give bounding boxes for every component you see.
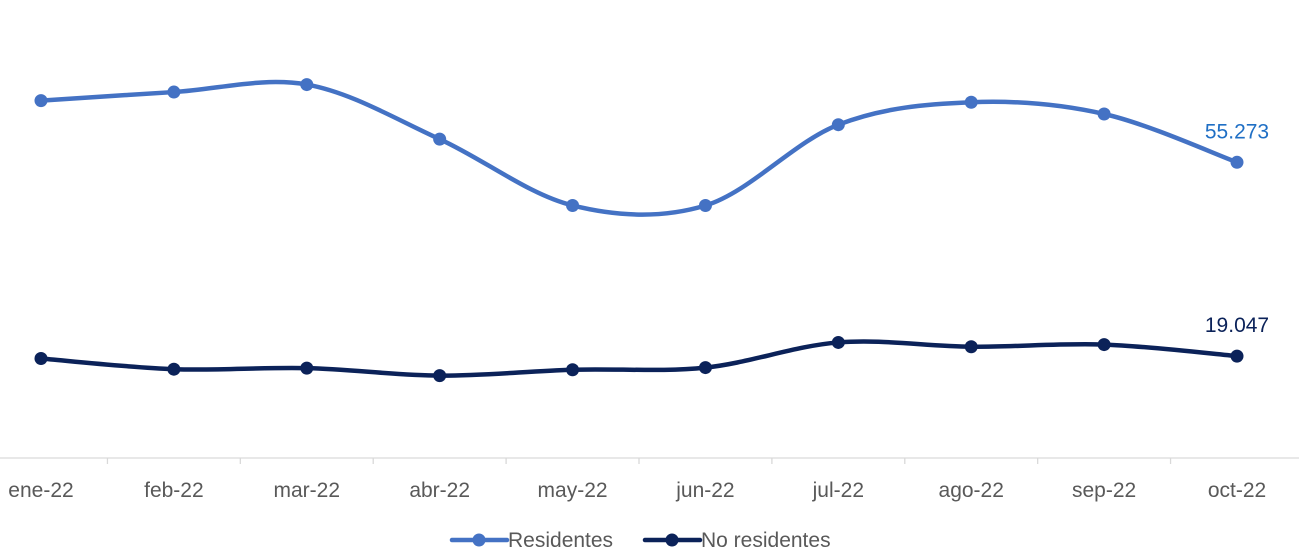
x-tick-label: abr-22 xyxy=(409,479,470,502)
legend-label: Residentes xyxy=(508,529,613,552)
series-no-residentes: 19.047 xyxy=(34,314,1269,383)
data-point-residentes xyxy=(566,198,580,212)
x-tick-label: ene-22 xyxy=(8,479,73,502)
legend: Residentes No residentes xyxy=(449,529,831,552)
data-point-no-residentes xyxy=(1097,338,1111,352)
series-line-no-residentes xyxy=(38,339,1240,378)
data-point-residentes xyxy=(964,95,978,109)
x-axis: ene-22 feb-22 mar-22 abr-22 may-22 jun-22 jul-… xyxy=(0,457,1299,502)
data-point-residentes xyxy=(34,94,48,108)
series-line-residentes xyxy=(38,79,1240,217)
x-tick-label: jun-22 xyxy=(675,479,734,502)
series-layer: 55.273 19.047 xyxy=(34,78,1269,383)
x-tick-label: may-22 xyxy=(538,479,608,502)
data-point-residentes xyxy=(1097,107,1111,121)
data-point-no-residentes xyxy=(566,363,580,377)
data-point-no-residentes xyxy=(167,362,181,376)
legend-item-residentes: Residentes xyxy=(449,529,613,552)
x-tick-label: feb-22 xyxy=(144,479,204,502)
data-point-residentes xyxy=(831,118,845,132)
data-point-residentes xyxy=(698,198,712,212)
x-tick-label: ago-22 xyxy=(939,479,1004,502)
data-point-no-residentes xyxy=(964,340,978,354)
data-label-no-residentes: 19.047 xyxy=(1205,314,1269,337)
data-point-residentes xyxy=(433,132,447,146)
data-point-no-residentes xyxy=(698,361,712,375)
data-point-no-residentes xyxy=(34,351,48,365)
data-point-residentes xyxy=(1230,155,1244,169)
x-tick-label: mar-22 xyxy=(274,479,341,502)
legend-item-no-residentes: No residentes xyxy=(642,529,831,552)
data-point-residentes xyxy=(300,78,314,92)
data-point-no-residentes xyxy=(1230,349,1244,363)
x-tick-label: jul-22 xyxy=(812,479,864,502)
data-point-residentes xyxy=(167,85,181,99)
data-point-no-residentes xyxy=(433,369,447,383)
x-tick-label: oct-22 xyxy=(1208,479,1266,502)
data-point-no-residentes xyxy=(300,361,314,375)
data-point-no-residentes xyxy=(831,335,845,349)
series-residentes: 55.273 xyxy=(34,78,1269,217)
legend-swatch-marker xyxy=(665,533,679,547)
data-label-residentes: 55.273 xyxy=(1205,120,1269,143)
legend-label: No residentes xyxy=(701,529,831,552)
legend-swatch-marker xyxy=(472,533,486,547)
x-tick-label: sep-22 xyxy=(1072,479,1136,502)
